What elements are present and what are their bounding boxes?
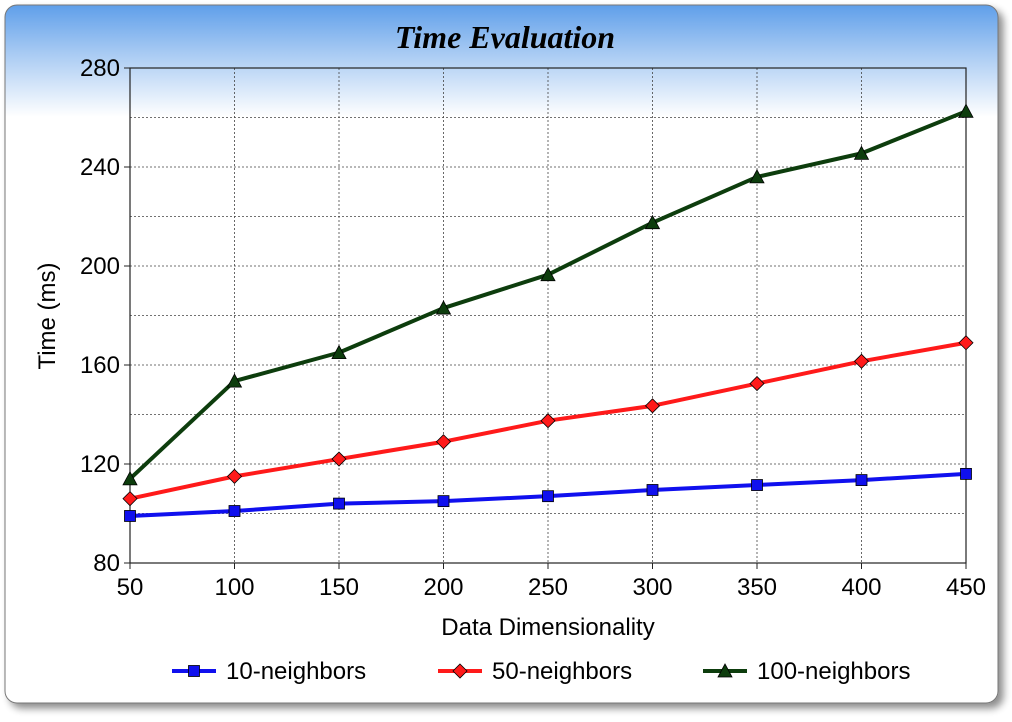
data-point [960,467,972,480]
data-point [958,335,974,351]
series-layer [122,103,974,522]
legend-item: 50-neighbors [438,658,632,685]
data-point [749,375,765,392]
series-10-neighbors [124,467,972,522]
chart-title: Time Evaluation [395,19,615,55]
x-tick-label: 350 [737,574,777,601]
data-point [749,169,765,184]
y-tick-label: 160 [80,352,120,379]
legend-item: 100-neighbors [703,658,910,685]
x-tick-label: 250 [528,574,568,601]
data-point [958,103,974,118]
x-tick-label: 50 [117,574,144,601]
data-point [435,434,452,450]
data-point [226,468,243,484]
data-point [644,214,661,230]
y-tick-label: 200 [80,253,120,280]
data-point [122,491,138,507]
y-tick-label: 80 [93,550,120,577]
legend-item: 10-neighbors [172,658,366,685]
data-point [542,490,554,503]
data-point [437,495,450,508]
data-point [644,398,661,414]
legend-marker [188,665,200,677]
y-tick-label: 280 [80,55,120,82]
data-point [855,474,868,486]
data-point [122,471,138,486]
data-point [853,145,870,160]
series-100-neighbors [122,103,974,486]
legend-label: 100-neighbors [757,658,910,685]
data-point [853,353,870,369]
data-point [540,266,556,282]
y-axis-label: Time (ms) [34,262,61,369]
y-tick-label: 120 [80,451,120,478]
x-axis-ticks: 50 100 150 200 250 300 350 400 450 [117,563,986,601]
data-point [331,344,347,360]
x-tick-label: 100 [214,574,254,601]
data-point [331,451,347,467]
x-axis-label: Data Dimensionality [441,614,654,641]
x-tick-label: 300 [632,574,672,601]
data-point [646,484,659,496]
data-point [751,479,763,491]
data-point [226,373,243,388]
x-tick-label: 450 [946,574,986,601]
series-50-neighbors [122,335,974,507]
y-axis-ticks: 80 120 160 200 240 280 [80,55,130,577]
legend-label: 10-neighbors [226,658,366,685]
legend-marker [717,663,733,678]
x-tick-label: 400 [841,574,881,601]
legend: 10-neighbors 50-neighbors 100-neighbors [172,658,910,685]
y-tick-label: 240 [80,154,120,181]
x-tick-label: 200 [423,574,463,601]
data-point [228,505,241,517]
data-point [540,413,556,429]
data-point [435,300,452,315]
x-tick-label: 150 [319,574,359,601]
data-point [333,497,345,510]
data-point [124,510,136,522]
legend-label: 50-neighbors [492,658,632,685]
legend-marker [452,663,468,679]
